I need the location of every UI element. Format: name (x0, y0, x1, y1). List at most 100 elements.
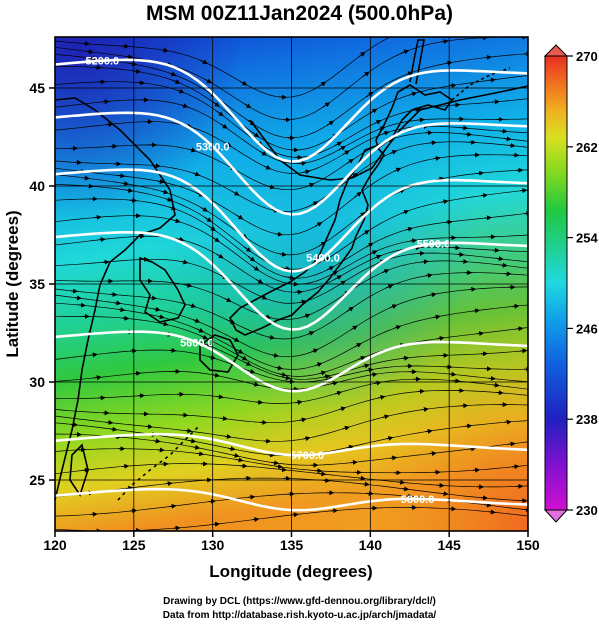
wind-arrow (70, 422, 79, 428)
wind-arrow (275, 464, 283, 469)
wind-arrow (283, 375, 291, 381)
wind-arrow (484, 54, 492, 60)
wind-arrow (169, 71, 177, 77)
wind-arrow (259, 150, 268, 156)
wind-arrow (362, 363, 370, 369)
wind-arrow (520, 188, 528, 194)
wind-arrow (314, 222, 323, 227)
wind-arrow (508, 142, 516, 148)
colorbar-tick-label: 230 (576, 503, 598, 518)
colorbar-ramp (544, 55, 568, 511)
wind-arrow (180, 259, 189, 265)
wind-arrow (232, 453, 240, 458)
wind-arrow (362, 481, 370, 487)
wind-arrow (512, 464, 520, 470)
wind-arrow (212, 372, 220, 378)
wind-arrow (362, 230, 370, 236)
wind-arrow (374, 254, 382, 260)
wind-arrow (240, 80, 248, 86)
wind-arrow (398, 31, 404, 33)
colorbar-tick-label: 270 (576, 49, 598, 64)
wind-arrow (334, 390, 343, 396)
wind-arrow (401, 209, 410, 215)
wind-arrow (441, 199, 449, 205)
credit-drawing: Drawing by DCL (https://www.gfd-dennou.o… (163, 596, 436, 607)
colorbar-ticks: 230 238 246 254 262 270 (567, 49, 598, 518)
wind-arrow (405, 493, 414, 499)
wind-arrow (500, 262, 508, 268)
y-tick-label: 30 (29, 374, 45, 390)
wind-arrow (98, 237, 106, 243)
wind-arrow (228, 446, 236, 452)
wind-arrow (468, 446, 477, 452)
wind-arrow (480, 495, 488, 501)
wind-arrow (196, 327, 205, 333)
wind-arrow (255, 278, 264, 284)
wind-arrow (488, 509, 496, 515)
wind-arrow (184, 282, 193, 288)
wind-arrow (252, 517, 260, 522)
wind-arrow (243, 246, 252, 253)
wind-arrow (417, 117, 425, 123)
wind-arrow (165, 197, 173, 202)
wind-arrow (437, 335, 445, 341)
wind-arrow (500, 128, 508, 134)
wind-arrow (315, 362, 323, 368)
wind-arrow (267, 452, 276, 458)
wind-arrow (157, 314, 165, 320)
wind-arrow (121, 315, 130, 321)
wind-arrow (125, 187, 134, 193)
y-tick-label: 45 (29, 80, 45, 96)
wind-arrow (299, 299, 307, 305)
wind-arrow (338, 145, 346, 151)
wind-arrow (129, 508, 138, 514)
wind-arrow (165, 481, 173, 487)
wind-arrow (484, 215, 492, 221)
wind-arrow (137, 80, 146, 86)
colorbar: 230 238 246 254 262 270 (543, 44, 598, 523)
wind-arrow (350, 459, 358, 465)
wind-arrow (283, 266, 291, 272)
wind-arrow (236, 457, 244, 463)
temperature-field: 5200.05300.05400.05500.05600.05700.05800… (55, 31, 528, 531)
wind-arrow (322, 102, 331, 108)
contour-label: 5200.0 (85, 56, 119, 68)
wind-arrow (161, 189, 169, 195)
wind-arrow (382, 269, 390, 274)
wind-arrow (449, 83, 457, 89)
wind-arrow (86, 49, 94, 55)
wind-arrow (350, 325, 358, 331)
wind-arrow (149, 295, 157, 301)
wind-arrow (299, 160, 307, 166)
wind-arrow (251, 265, 260, 271)
wind-arrow (307, 331, 315, 336)
wind-arrow (240, 355, 248, 361)
wind-arrow (90, 352, 98, 358)
wind-arrow (318, 370, 327, 376)
wind-arrow (204, 216, 212, 223)
wind-arrow (188, 438, 197, 444)
coastlines (55, 39, 528, 501)
wind-arrow (460, 125, 469, 131)
taiwan-coastline (69, 443, 89, 497)
wind-arrow (106, 122, 114, 128)
y-axis-ticks: 25 30 35 40 45 (29, 80, 55, 488)
wind-arrow (204, 78, 212, 84)
wind-arrow (492, 99, 500, 105)
wind-arrow (94, 375, 102, 381)
wind-arrow (378, 394, 386, 400)
wind-arrow (322, 256, 331, 262)
ryukyu-islands (117, 424, 201, 501)
colorbar-tick-label: 246 (576, 321, 598, 336)
wind-arrow (177, 236, 185, 242)
x-tick-label: 145 (437, 537, 461, 553)
x-axis-label: Longitude (degrees) (209, 562, 372, 581)
wind-arrow (133, 68, 142, 74)
wind-arrow (192, 444, 201, 450)
wind-arrow (102, 99, 110, 105)
mainland-coastline (55, 97, 176, 501)
wind-arrow (121, 181, 130, 186)
wind-arrow (204, 342, 213, 348)
sakhalin-coastline (409, 39, 425, 85)
